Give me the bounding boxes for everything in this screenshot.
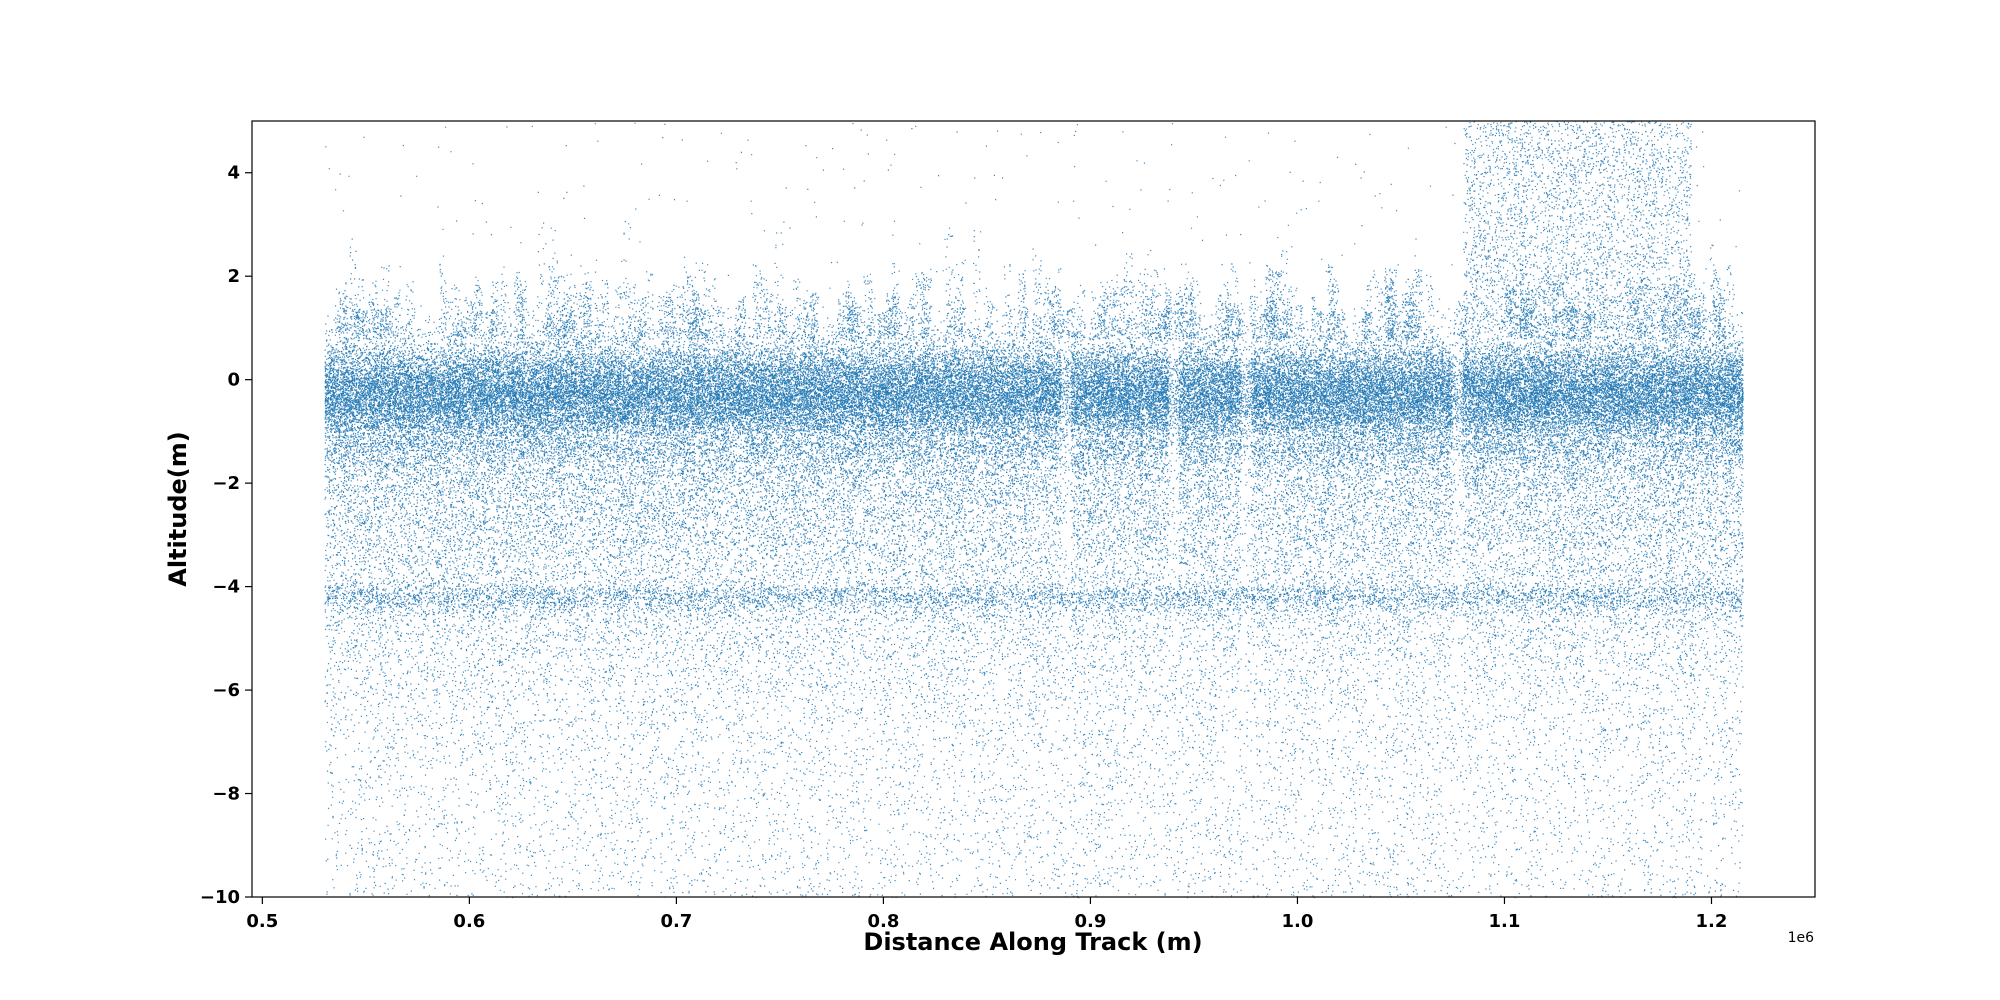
scatter-points [324,441,1744,889]
y-tick-label: 2 [227,266,240,287]
scatter-points [324,292,1744,507]
y-tick-label: −4 [212,577,240,598]
data-points [324,121,1744,899]
x-tick-label: 1.0 [1282,911,1314,932]
x-axis-label: Distance Along Track (m) [863,928,1202,956]
y-tick-label: 0 [227,370,240,391]
plot-area-frame [251,120,1816,898]
y-tick-label: −2 [212,473,240,494]
scatter-points [325,121,1741,330]
x-axis: 0.5 0.6 0.7 0.8 0.9 1.0 1.1 1.2 [246,897,1727,932]
y-axis: 4 2 0 −2 −4 −6 −8 −10 [200,163,252,908]
x-tick-label: 0.7 [660,911,692,932]
y-tick-label: 4 [227,163,240,184]
scatter-points [325,298,1744,492]
scatter-points [325,297,1744,490]
y-tick-label: −6 [212,680,240,701]
scatter-points [324,298,1744,503]
scatter-points [324,441,1744,895]
x-offset-label: 1e6 [1788,930,1815,946]
x-tick-label: 0.8 [867,911,899,932]
x-tick-label: 1.1 [1489,911,1521,932]
scatter-points [324,304,1744,500]
x-tick-label: 0.9 [1074,911,1106,932]
y-tick-label: −8 [212,784,240,805]
y-axis-label: Altitude(m) [164,431,192,586]
x-tick-label: 0.6 [453,911,485,932]
y-tick-label: −10 [200,887,240,908]
x-tick-label: 1.2 [1696,911,1728,932]
x-tick-label: 0.5 [246,911,278,932]
